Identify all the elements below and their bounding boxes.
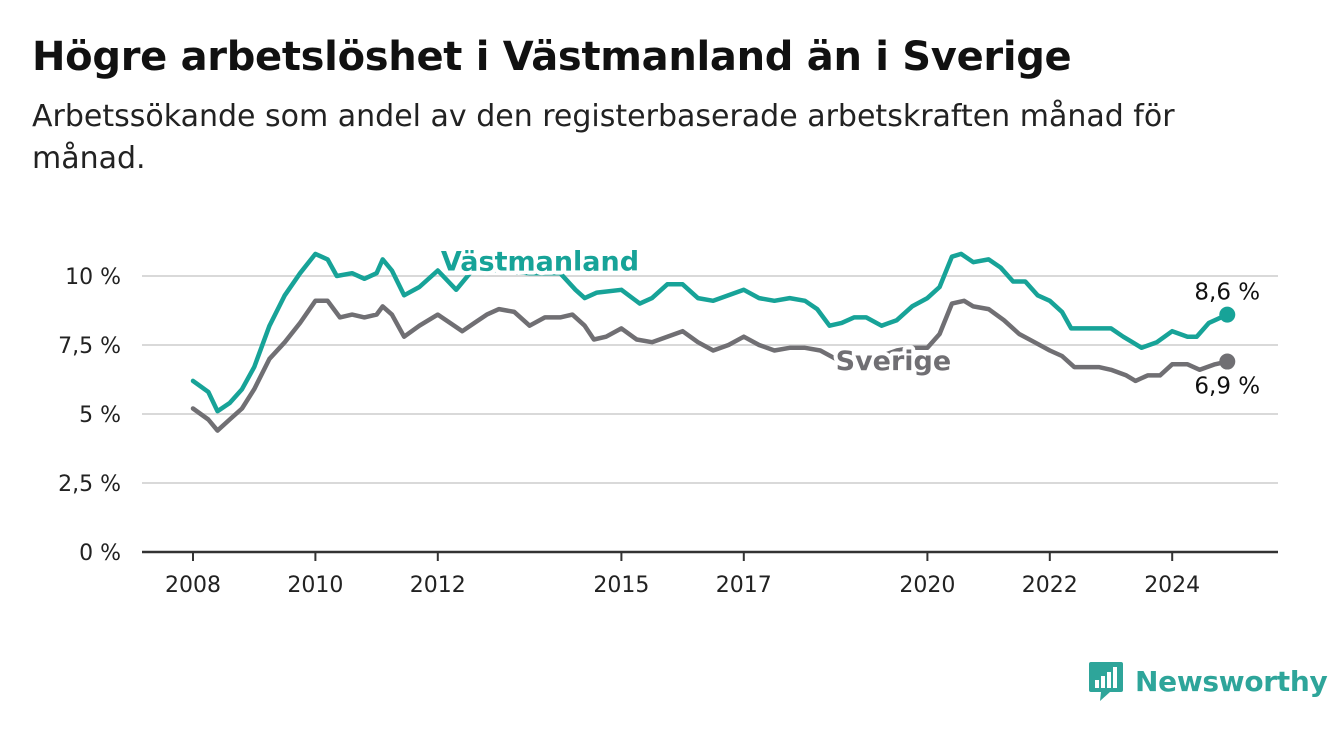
series-line-v-stmanland	[190, 251, 1230, 414]
y-tick-label: 0 %	[79, 541, 121, 566]
series-labels: Västmanland 8,6 % Sverige 6,9 %	[437, 242, 1263, 402]
y-tick-label: 2,5 %	[58, 472, 121, 497]
series-end-point-v-stmanland	[1219, 306, 1236, 323]
x-tick-label: 2020	[899, 573, 955, 598]
chart-title: Högre arbetslöshet i Västmanland än i Sv…	[32, 34, 1072, 80]
x-tick-label: 2012	[410, 573, 466, 598]
end-value-label-sverige: 6,9 %	[1194, 374, 1260, 400]
y-tick-label: 10 %	[65, 265, 121, 290]
gridlines	[142, 275, 1278, 484]
end-value-label-v-stmanland: 8,6 %	[1194, 280, 1260, 306]
x-tick-label: 2015	[593, 573, 649, 598]
newsworthy-logo: Newsworthy	[1088, 660, 1328, 702]
series-end-point-sverige	[1219, 353, 1236, 370]
y-tick-label: 7,5 %	[58, 334, 121, 359]
bar-chart-speech-bubble-icon	[1089, 662, 1123, 701]
series-name-label-sverige: Sverige	[836, 346, 952, 377]
series-lines	[190, 251, 1236, 433]
x-tick-label: 2022	[1022, 573, 1078, 598]
axes: 0 % 2,5 % 5 % 7,5 % 10 % 2008 2010 2012 2015 2017…	[58, 265, 1278, 598]
x-tick-label: 2010	[287, 573, 343, 598]
x-tick-label: 2008	[165, 573, 221, 598]
x-tick-label: 2017	[716, 573, 772, 598]
x-tick-label: 2024	[1144, 573, 1200, 598]
series-line-sverige	[190, 298, 1230, 433]
series-name-label-v-stmanland: Västmanland	[441, 246, 639, 277]
brand-name: Newsworthy	[1135, 664, 1328, 698]
y-tick-label: 5 %	[79, 403, 121, 428]
chart-subtitle: Arbetssökande som andel av den registerb…	[32, 99, 1175, 176]
